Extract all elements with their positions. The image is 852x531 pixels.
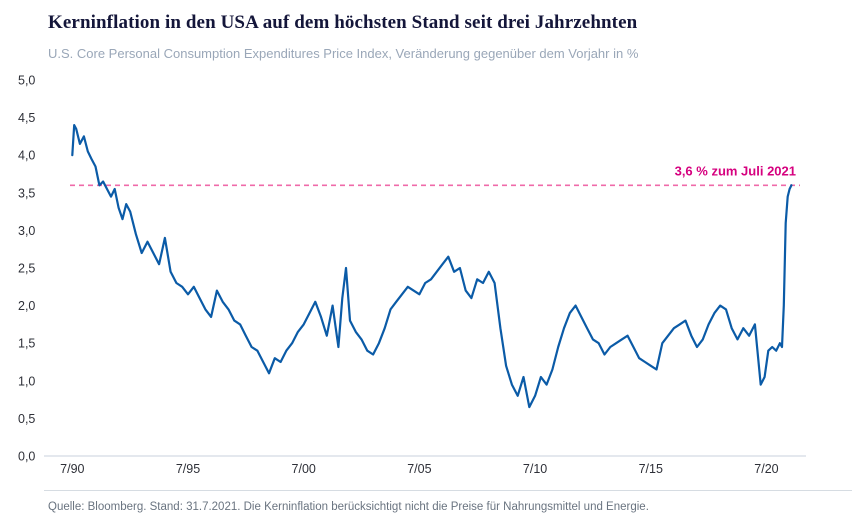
- x-tick-label: 7/90: [60, 462, 84, 476]
- core-inflation-line: [71, 124, 793, 409]
- chart-area: 0,0 0,5 1,0 1,5 2,0 2,5 3,0 3,5 4,0 4,5 5,0 7/90 7/9…: [0, 68, 852, 480]
- x-tick-label: 7/20: [754, 462, 778, 476]
- footer-divider: [44, 490, 852, 491]
- y-tick-label: 1,0: [18, 374, 35, 388]
- y-tick-label: 1,5: [18, 337, 35, 351]
- x-tick-label: 7/00: [292, 462, 316, 476]
- y-tick-label: 3,5: [18, 186, 35, 200]
- page-title: Kerninflation in den USA auf dem höchste…: [48, 12, 638, 33]
- y-tick-label: 0,5: [18, 412, 35, 426]
- y-tick-label: 2,5: [18, 262, 35, 276]
- y-tick-label: 5,0: [18, 74, 35, 88]
- x-tick-label: 7/10: [523, 462, 547, 476]
- source-note: Quelle: Bloomberg. Stand: 31.7.2021. Die…: [48, 501, 649, 513]
- y-tick-label: 0,0: [18, 450, 35, 464]
- reference-annotation: 3,6 % zum Juli 2021: [675, 163, 796, 178]
- x-tick-label: 7/15: [639, 462, 663, 476]
- y-tick-label: 3,0: [18, 224, 35, 238]
- chart-canvas: 0,0 0,5 1,0 1,5 2,0 2,5 3,0 3,5 4,0 4,5 5,0 7/90 7/9…: [18, 74, 806, 476]
- y-tick-label: 4,5: [18, 111, 35, 125]
- x-tick-label: 7/95: [176, 462, 200, 476]
- y-tick-label: 4,0: [18, 149, 35, 163]
- y-tick-label: 2,0: [18, 299, 35, 313]
- x-tick-label: 7/05: [407, 462, 431, 476]
- chart-subtitle: U.S. Core Personal Consumption Expenditu…: [48, 46, 639, 61]
